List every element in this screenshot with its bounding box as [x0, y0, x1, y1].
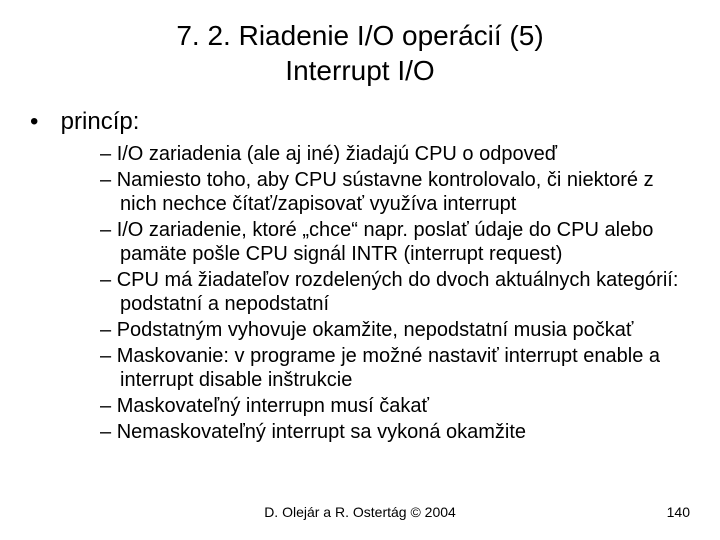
list-item: Podstatným vyhovuje okamžite, nepodstatn…: [100, 318, 690, 342]
bullet-dot-icon: •: [30, 108, 54, 136]
list-item: Namiesto toho, aby CPU sústavne kontrolo…: [100, 168, 690, 216]
title-line-2: Interrupt I/O: [285, 55, 434, 86]
sub-bullet-list: I/O zariadenia (ale aj iné) žiadajú CPU …: [30, 142, 690, 444]
footer-credit: D. Olejár a R. Ostertág © 2004: [0, 504, 720, 520]
list-item: I/O zariadenia (ale aj iné) žiadajú CPU …: [100, 142, 690, 166]
title-line-1: 7. 2. Riadenie I/O operácií (5): [176, 20, 543, 51]
list-item: CPU má žiadateľov rozdelených do dvoch a…: [100, 268, 690, 316]
slide-title: 7. 2. Riadenie I/O operácií (5) Interrup…: [30, 18, 690, 88]
slide-footer: D. Olejár a R. Ostertág © 2004 140: [0, 504, 720, 520]
main-bullet: • princíp:: [30, 108, 690, 136]
list-item: Maskovateľný interrupn musí čakať: [100, 394, 690, 418]
list-item: Nemaskovateľný interrupt sa vykoná okamž…: [100, 420, 690, 444]
main-bullet-label: princíp:: [61, 108, 140, 135]
list-item: I/O zariadenie, ktoré „chce“ napr. posla…: [100, 218, 690, 266]
list-item: Maskovanie: v programe je možné nastaviť…: [100, 344, 690, 392]
page-number: 140: [667, 504, 690, 520]
slide: 7. 2. Riadenie I/O operácií (5) Interrup…: [0, 0, 720, 540]
